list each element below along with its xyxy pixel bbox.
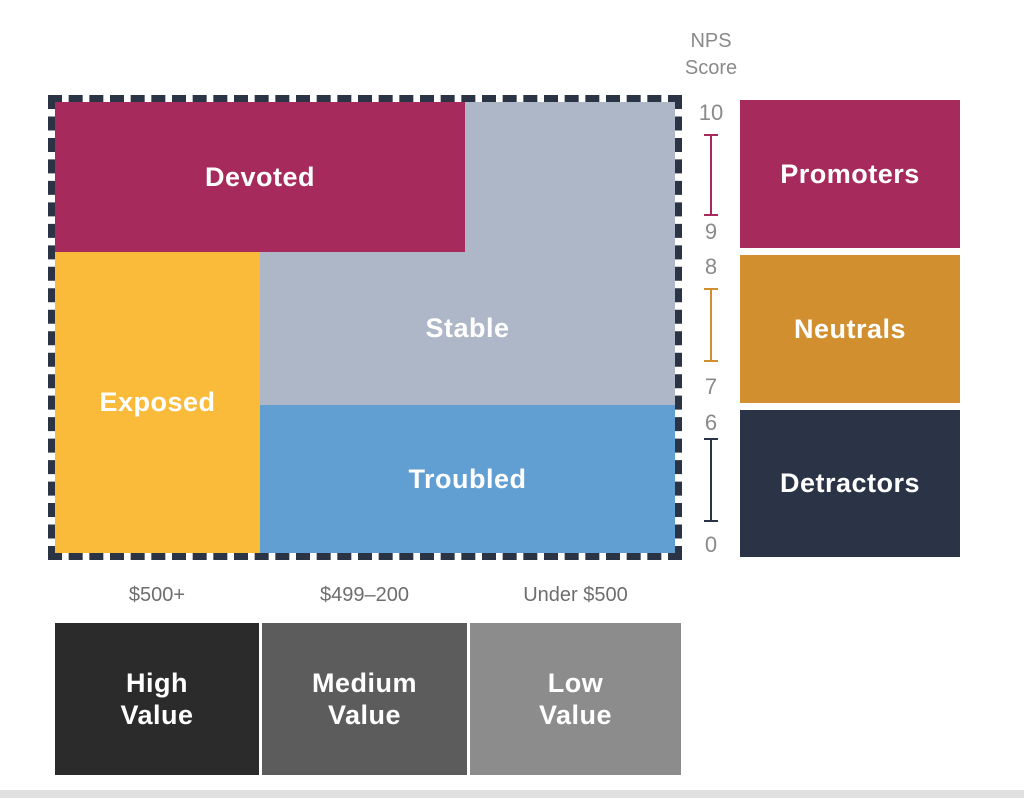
stable-label: Stable — [425, 313, 510, 343]
nps-axis-title-line2: Score — [684, 57, 738, 79]
price-label-medium: $499–200 — [320, 584, 409, 606]
nps-tick-7: 7 — [704, 374, 718, 399]
price-label-high: $500+ — [128, 584, 186, 606]
nps-tick-6: 6 — [704, 410, 718, 435]
neutrals-label: Neutrals — [793, 313, 907, 344]
high-value-line2: Value — [120, 700, 194, 730]
troubled-label: Troubled — [408, 463, 527, 494]
region-exposed — [55, 252, 260, 553]
detractors-box: Detractors — [740, 410, 960, 557]
nps-tick-0: 0 — [704, 532, 718, 557]
neutrals-range-bracket — [704, 288, 718, 362]
devoted-label: Devoted — [204, 161, 316, 192]
region-stable-middle — [260, 252, 465, 405]
promoters-range-bracket — [704, 134, 718, 216]
detractors-range-bracket — [704, 438, 718, 522]
nps-tick-8: 8 — [704, 254, 718, 279]
medium-value-label: Medium Value — [312, 667, 417, 732]
detractors-label: Detractors — [779, 468, 921, 498]
nps-axis-title-line1: NPS — [690, 30, 732, 52]
price-label-low: Under $500 — [523, 584, 628, 606]
region-troubled — [260, 405, 675, 553]
region-devoted — [55, 102, 465, 252]
high-value-line1: High — [125, 667, 188, 698]
low-value-label: Low Value — [539, 667, 612, 732]
segment-matrix: Devoted Stable Exposed Troubled — [48, 95, 682, 560]
promoters-box: Promoters — [740, 100, 960, 248]
medium-value-box: Medium Value — [262, 623, 467, 775]
low-value-line1: Low — [547, 667, 604, 698]
nps-axis-title: NPS Score — [668, 28, 754, 82]
medium-value-line1: Medium — [311, 667, 417, 698]
high-value-box: High Value — [55, 623, 259, 775]
region-stable-upper — [465, 102, 675, 405]
medium-value-line2: Value — [327, 700, 402, 730]
low-value-line2: Value — [538, 700, 613, 730]
neutrals-box: Neutrals — [740, 255, 960, 403]
low-value-box: Low Value — [470, 623, 681, 775]
exposed-label: Exposed — [99, 387, 216, 417]
page-bottom-edge — [0, 790, 1024, 798]
promoters-label: Promoters — [780, 158, 920, 189]
nps-tick-9: 9 — [704, 219, 718, 244]
nps-tick-10: 10 — [698, 100, 724, 125]
high-value-label: High Value — [120, 667, 193, 732]
